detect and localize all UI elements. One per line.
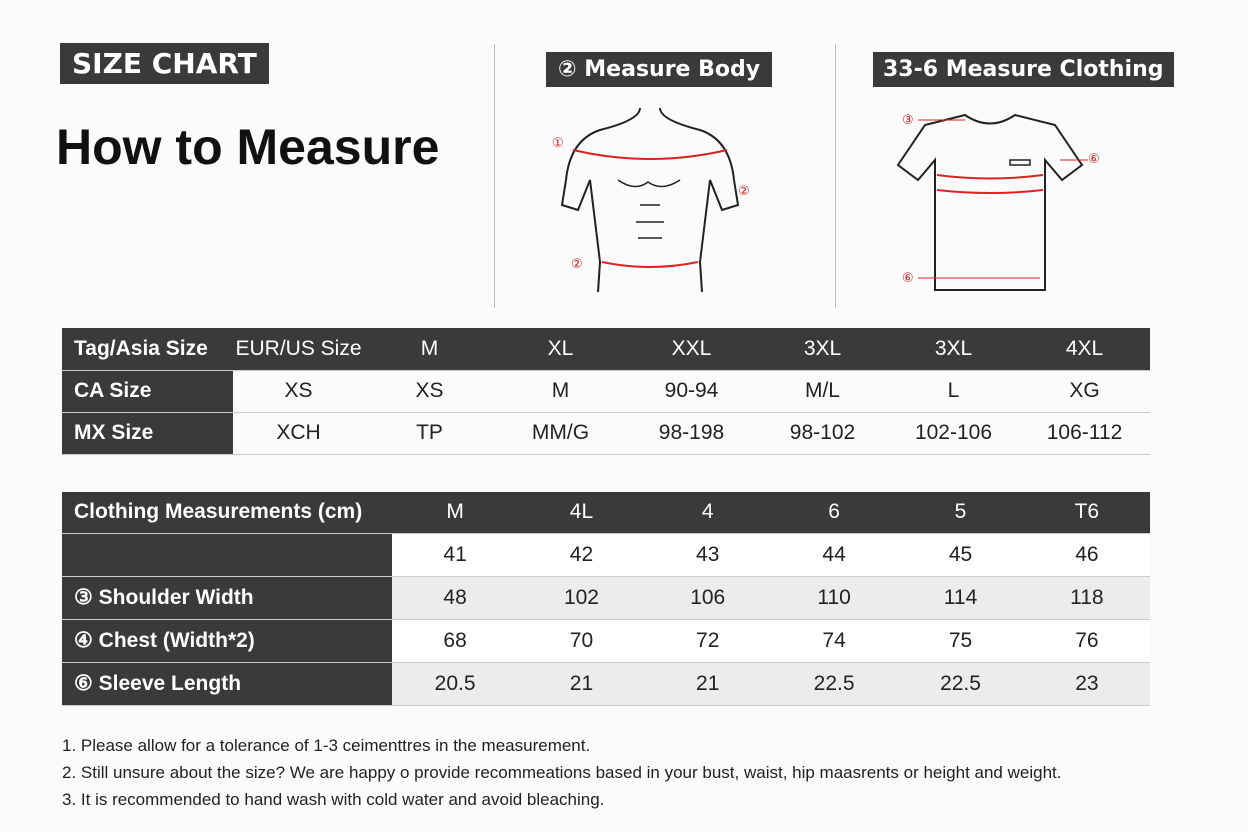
cell: 70 [518, 619, 645, 663]
row: ⑥ Sleeve Length 20.5 21 21 22.5 22.5 23 [62, 662, 1150, 706]
row: ③ Shoulder Width 48 102 106 110 114 118 [62, 576, 1150, 620]
marker: ③ [902, 113, 914, 128]
cell: M/L [757, 370, 888, 413]
cell: 102-106 [888, 412, 1019, 455]
cell: 72 [644, 619, 771, 663]
cell: 48 [391, 576, 519, 620]
row: Tag/Asia Size EUR/US Size M XL XXL 3XL 3XL 4XL [62, 328, 1150, 371]
cell: M [495, 370, 626, 413]
cell: XXL [626, 328, 757, 371]
divider [494, 44, 495, 308]
row: 41 42 43 44 45 46 [62, 533, 1150, 577]
cell: 106 [644, 576, 771, 620]
panel-label: 33-6 Measure Clothing [873, 52, 1174, 87]
notes: 1. Please allow for a tolerance of 1-3 c… [62, 732, 1061, 813]
cell: L [888, 370, 1019, 413]
cell: 21 [518, 662, 645, 706]
cell: 118 [1023, 576, 1150, 620]
cell: 98-102 [757, 412, 888, 455]
cell: 22.5 [897, 662, 1024, 706]
marker: ② [738, 184, 750, 199]
divider [835, 44, 836, 308]
illustrations [560, 107, 1088, 293]
cell: XS [364, 370, 495, 413]
cell: 110 [770, 576, 898, 620]
cell: EUR/US Size [233, 328, 364, 371]
measure-table: Clothing Measurements (cm) M 4L 4 6 5 T6 41 42 43… [62, 492, 1150, 706]
marker: ① [552, 136, 564, 151]
note: 2. Still unsure about the size? We are h… [62, 763, 1062, 782]
cell: CA Size [62, 370, 233, 413]
marker: ⑥ [902, 271, 914, 286]
cell: 22.5 [770, 662, 898, 706]
header-cell: Clothing Measurements (cm) [62, 492, 392, 534]
cell: 4XL [1019, 328, 1150, 371]
row-label: ⑥ Sleeve Length [62, 662, 392, 706]
row-label [62, 533, 392, 577]
row-label: ③ Shoulder Width [62, 576, 392, 620]
cell: MM/G [495, 412, 626, 455]
cell: M [364, 328, 495, 371]
cell: TP [364, 412, 495, 455]
row-label: ④ Chest (Width*2) [62, 619, 392, 663]
cell: 102 [518, 576, 645, 620]
cell: XS [233, 370, 364, 413]
cell: 75 [897, 619, 1024, 663]
cell: 68 [391, 619, 519, 663]
cell: 41 [391, 533, 519, 577]
cell: 43 [644, 533, 771, 577]
cell: 98-198 [626, 412, 757, 455]
cell: XL [495, 328, 626, 371]
cell: 44 [770, 533, 898, 577]
cell: 106-112 [1019, 412, 1150, 455]
cell: 74 [770, 619, 898, 663]
cell: XG [1019, 370, 1150, 413]
cell: 3XL [888, 328, 1019, 371]
header-cell: M [391, 492, 519, 534]
header-cell: 4L [518, 492, 645, 534]
cell: XCH [233, 412, 364, 455]
cell: Tag/Asia Size [62, 328, 233, 371]
cell: 76 [1023, 619, 1150, 663]
marker: ⑥ [1088, 152, 1100, 167]
title: How to Measure [56, 119, 440, 175]
row: ④ Chest (Width*2) 68 70 72 74 75 76 [62, 619, 1150, 663]
cell: 114 [897, 576, 1024, 620]
header-cell: 6 [770, 492, 898, 534]
header-cell: T6 [1023, 492, 1150, 534]
row: CA Size XS XS M 90-94 M/L L XG [62, 370, 1150, 413]
size-table: Tag/Asia Size EUR/US Size M XL XXL 3XL 3XL 4XL C… [62, 328, 1150, 455]
marker: ② [571, 257, 583, 272]
cell: 21 [644, 662, 771, 706]
header-row: Clothing Measurements (cm) M 4L 4 6 5 T6 [62, 492, 1150, 534]
cell: 20.5 [391, 662, 519, 706]
cell: 3XL [757, 328, 888, 371]
badge: SIZE CHART [60, 43, 269, 84]
note: 3. It is recommended to hand wash with c… [62, 790, 605, 809]
cell: 45 [897, 533, 1024, 577]
cell: 46 [1023, 533, 1150, 577]
panel-label: ② Measure Body [546, 52, 773, 87]
cell: MX Size [62, 412, 233, 455]
cell: 42 [518, 533, 645, 577]
row: MX Size XCH TP MM/G 98-198 98-102 102-106 106-1… [62, 412, 1150, 455]
note: 1. Please allow for a tolerance of 1-3 c… [62, 736, 591, 755]
header-cell: 5 [897, 492, 1024, 534]
cell: 23 [1023, 662, 1150, 706]
header-cell: 4 [644, 492, 771, 534]
cell: 90-94 [626, 370, 757, 413]
